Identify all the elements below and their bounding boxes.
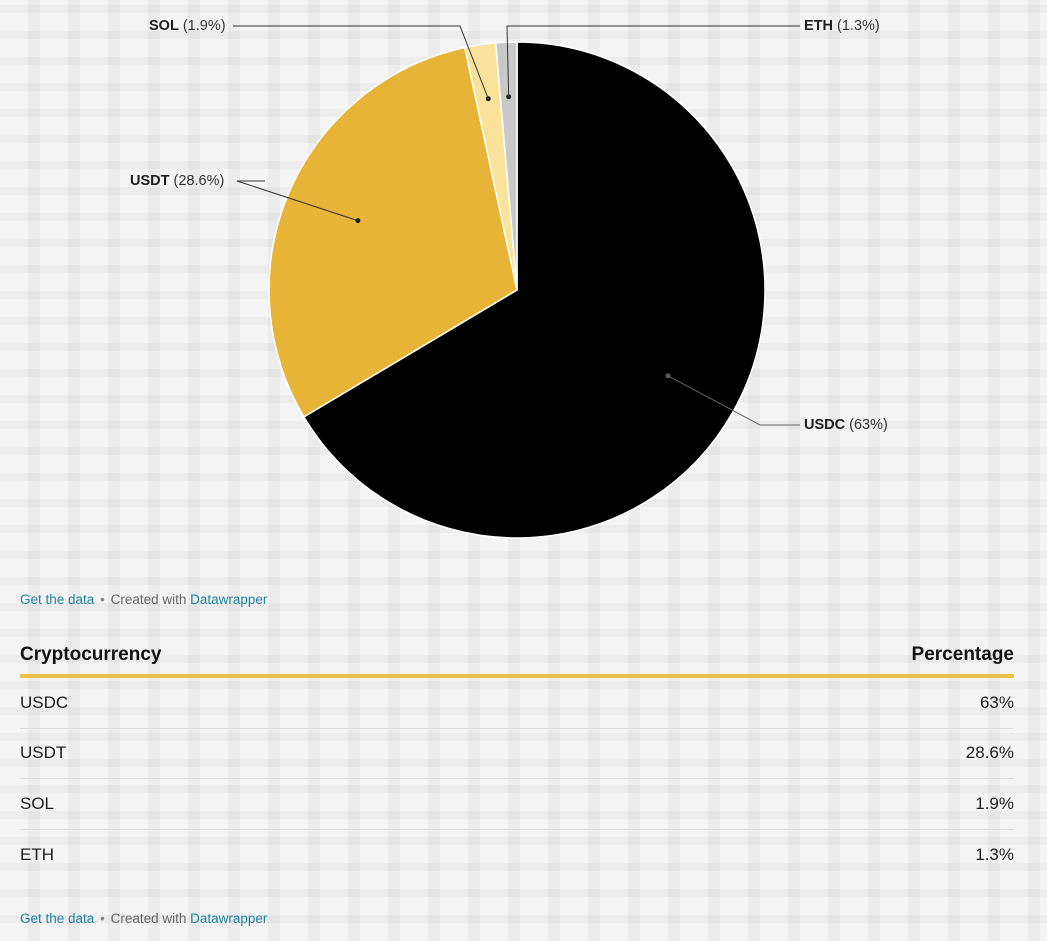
table-row: SOL 1.9% (20, 779, 1014, 830)
data-table: Cryptocurrency Percentage USDC 63% USDT … (20, 640, 1014, 880)
label-sol-pct: (1.9%) (182, 18, 226, 34)
label-usdc-pct: (63%) (849, 417, 888, 433)
datawrapper-link[interactable]: Datawrapper (190, 592, 268, 607)
pie-chart (233, 25, 800, 539)
created-with-text: Created with (110, 911, 187, 926)
cell-name: USDT (20, 743, 67, 763)
header-cryptocurrency: Cryptocurrency (20, 644, 162, 665)
pie-slice-usdt[interactable] (268, 46, 518, 418)
pie-slice-eth[interactable] (494, 41, 518, 291)
label-eth-name: ETH (804, 18, 833, 34)
leader-line-eth (506, 25, 800, 97)
table-row: ETH 1.3% (20, 830, 1014, 881)
cell-name: ETH (20, 844, 54, 864)
cell-percentage: 63% (979, 692, 1014, 712)
cell-percentage: 1.9% (975, 793, 1014, 813)
created-with-text: Created with (110, 592, 187, 607)
cell-name: SOL (20, 793, 55, 813)
cell-percentage: 28.6% (965, 743, 1014, 763)
cell-name: USDC (20, 692, 69, 712)
cell-percentage: 1.3% (975, 844, 1014, 864)
label-usdc: USDC (63%) (804, 416, 888, 434)
label-sol-name: SOL (149, 18, 179, 34)
table-header: Cryptocurrency Percentage (20, 640, 1014, 678)
leader-line-usdt (236, 180, 359, 222)
pie-slice-usdc[interactable] (302, 41, 766, 539)
get-the-data-link[interactable]: Get the data (20, 911, 95, 926)
label-usdt-name: USDT (130, 173, 170, 189)
chart-footer: Get the data • Created with Datawrapper (20, 592, 267, 607)
label-eth-pct: (1.3%) (837, 18, 880, 34)
leader-line-usdc (667, 375, 800, 426)
leader-line-sol (233, 25, 489, 99)
table-row: USDC 63% (20, 678, 1014, 729)
label-usdc-name: USDC (804, 417, 846, 433)
header-percentage: Percentage (911, 644, 1014, 665)
table-row: USDT 28.6% (20, 729, 1014, 779)
label-eth: ETH (1.3%) (804, 17, 880, 35)
footer-separator: • (100, 911, 105, 926)
label-sol: SOL (1.9%) (149, 17, 226, 35)
table-footer: Get the data • Created with Datawrapper (20, 911, 267, 926)
label-usdt: USDT (28.6%) (130, 172, 224, 190)
label-usdt-pct: (28.6%) (173, 173, 225, 189)
get-the-data-link[interactable]: Get the data (20, 592, 95, 607)
footer-separator: • (100, 592, 105, 607)
datawrapper-link[interactable]: Datawrapper (190, 911, 268, 926)
